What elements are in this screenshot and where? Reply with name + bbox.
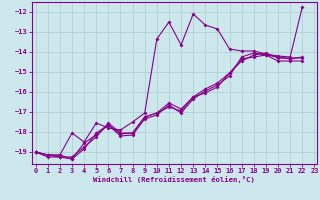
X-axis label: Windchill (Refroidissement éolien,°C): Windchill (Refroidissement éolien,°C) xyxy=(93,176,255,183)
